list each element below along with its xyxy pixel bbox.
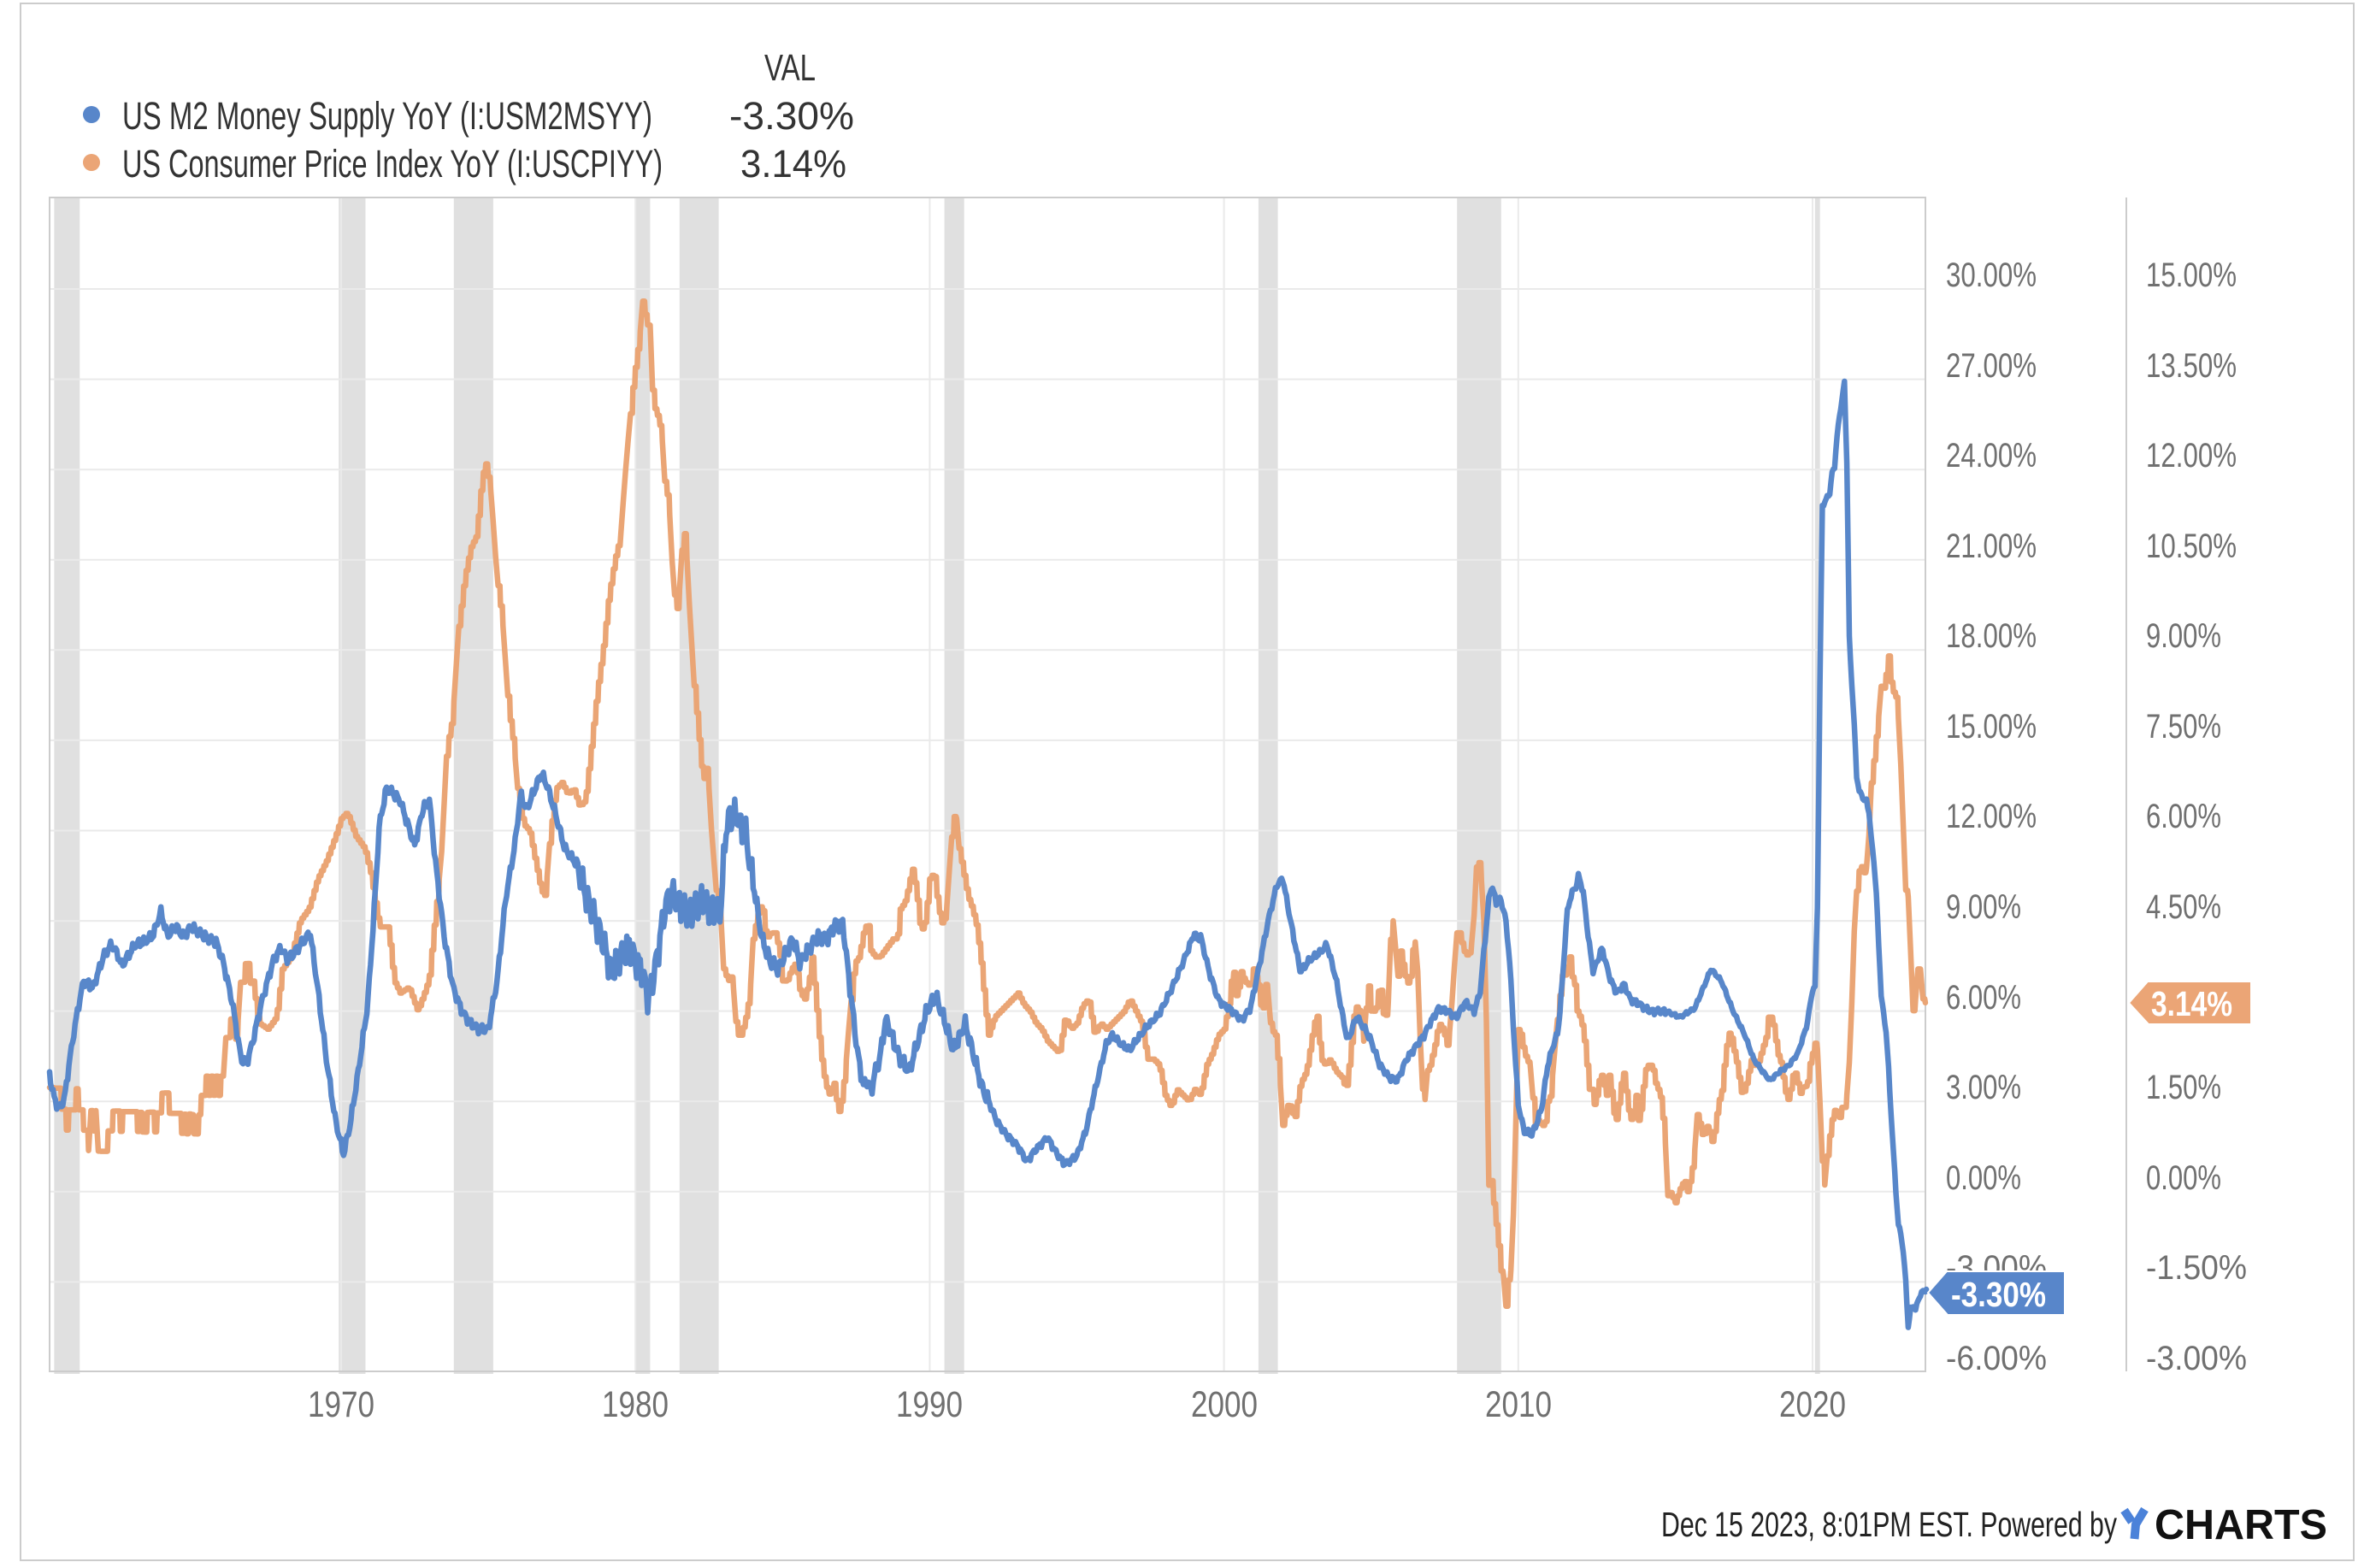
svg-text:-1.50%: -1.50% <box>2146 1249 2247 1287</box>
svg-text:7.50%: 7.50% <box>2146 708 2221 746</box>
svg-text:CHARTS: CHARTS <box>2155 1502 2327 1548</box>
svg-text:-6.00%: -6.00% <box>1946 1340 2047 1377</box>
svg-text:6.00%: 6.00% <box>2146 798 2221 835</box>
svg-text:-3.30%: -3.30% <box>1951 1275 2046 1314</box>
svg-text:0.00%: 0.00% <box>1946 1159 2021 1197</box>
svg-text:Dec 15 2023, 8:01PM EST. Power: Dec 15 2023, 8:01PM EST. Powered by <box>1661 1505 2117 1544</box>
svg-text:13.50%: 13.50% <box>2146 347 2237 385</box>
svg-text:VAL: VAL <box>764 47 816 89</box>
svg-text:3.14%: 3.14% <box>740 142 846 186</box>
svg-text:2020: 2020 <box>1779 1384 1846 1425</box>
svg-text:4.50%: 4.50% <box>2146 888 2221 926</box>
svg-text:15.00%: 15.00% <box>1946 708 2037 746</box>
svg-text:2010: 2010 <box>1485 1384 1552 1425</box>
svg-text:10.50%: 10.50% <box>2146 528 2237 565</box>
svg-text:6.00%: 6.00% <box>1946 979 2021 1017</box>
svg-text:1.50%: 1.50% <box>2146 1069 2221 1106</box>
svg-text:24.00%: 24.00% <box>1946 437 2037 475</box>
svg-text:27.00%: 27.00% <box>1946 347 2037 385</box>
svg-text:15.00%: 15.00% <box>2146 256 2237 294</box>
svg-text:12.00%: 12.00% <box>1946 798 2037 835</box>
svg-text:US Consumer Price Index YoY (I: US Consumer Price Index YoY (I:USCPIYY) <box>122 142 663 186</box>
svg-text:0.00%: 0.00% <box>2146 1159 2221 1197</box>
svg-text:30.00%: 30.00% <box>1946 256 2037 294</box>
svg-text:9.00%: 9.00% <box>1946 888 2021 926</box>
svg-text:-3.00%: -3.00% <box>2146 1340 2247 1377</box>
svg-text:2000: 2000 <box>1191 1384 1258 1425</box>
svg-text:12.00%: 12.00% <box>2146 437 2237 475</box>
svg-text:1980: 1980 <box>602 1384 669 1425</box>
svg-text:3.14%: 3.14% <box>2151 984 2232 1023</box>
svg-text:US M2 Money Supply YoY (I:USM2: US M2 Money Supply YoY (I:USM2MSYY) <box>122 94 652 138</box>
svg-text:1990: 1990 <box>896 1384 963 1425</box>
svg-text:3.00%: 3.00% <box>1946 1069 2021 1106</box>
svg-text:-3.30%: -3.30% <box>729 94 854 138</box>
svg-text:1970: 1970 <box>308 1384 374 1425</box>
svg-text:9.00%: 9.00% <box>2146 617 2221 655</box>
svg-text:21.00%: 21.00% <box>1946 528 2037 565</box>
svg-text:18.00%: 18.00% <box>1946 617 2037 655</box>
